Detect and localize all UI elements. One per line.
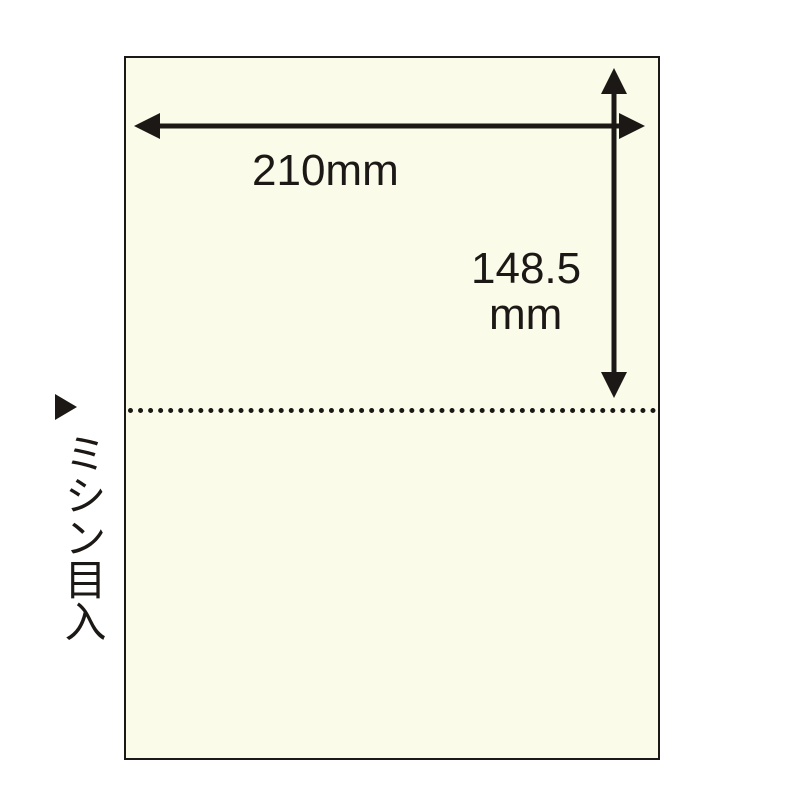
perforation-label: ミシン目入	[61, 432, 103, 642]
height-dimension-label-line1: 148.5	[471, 246, 581, 292]
perforation-line	[128, 408, 656, 413]
perforation-marker-triangle-icon	[55, 394, 77, 420]
height-dimension-label-line2: mm	[489, 292, 562, 338]
width-dimension-label: 210mm	[252, 148, 399, 194]
diagram-canvas: 210mm 148.5 mm ミシン目入	[0, 0, 800, 800]
